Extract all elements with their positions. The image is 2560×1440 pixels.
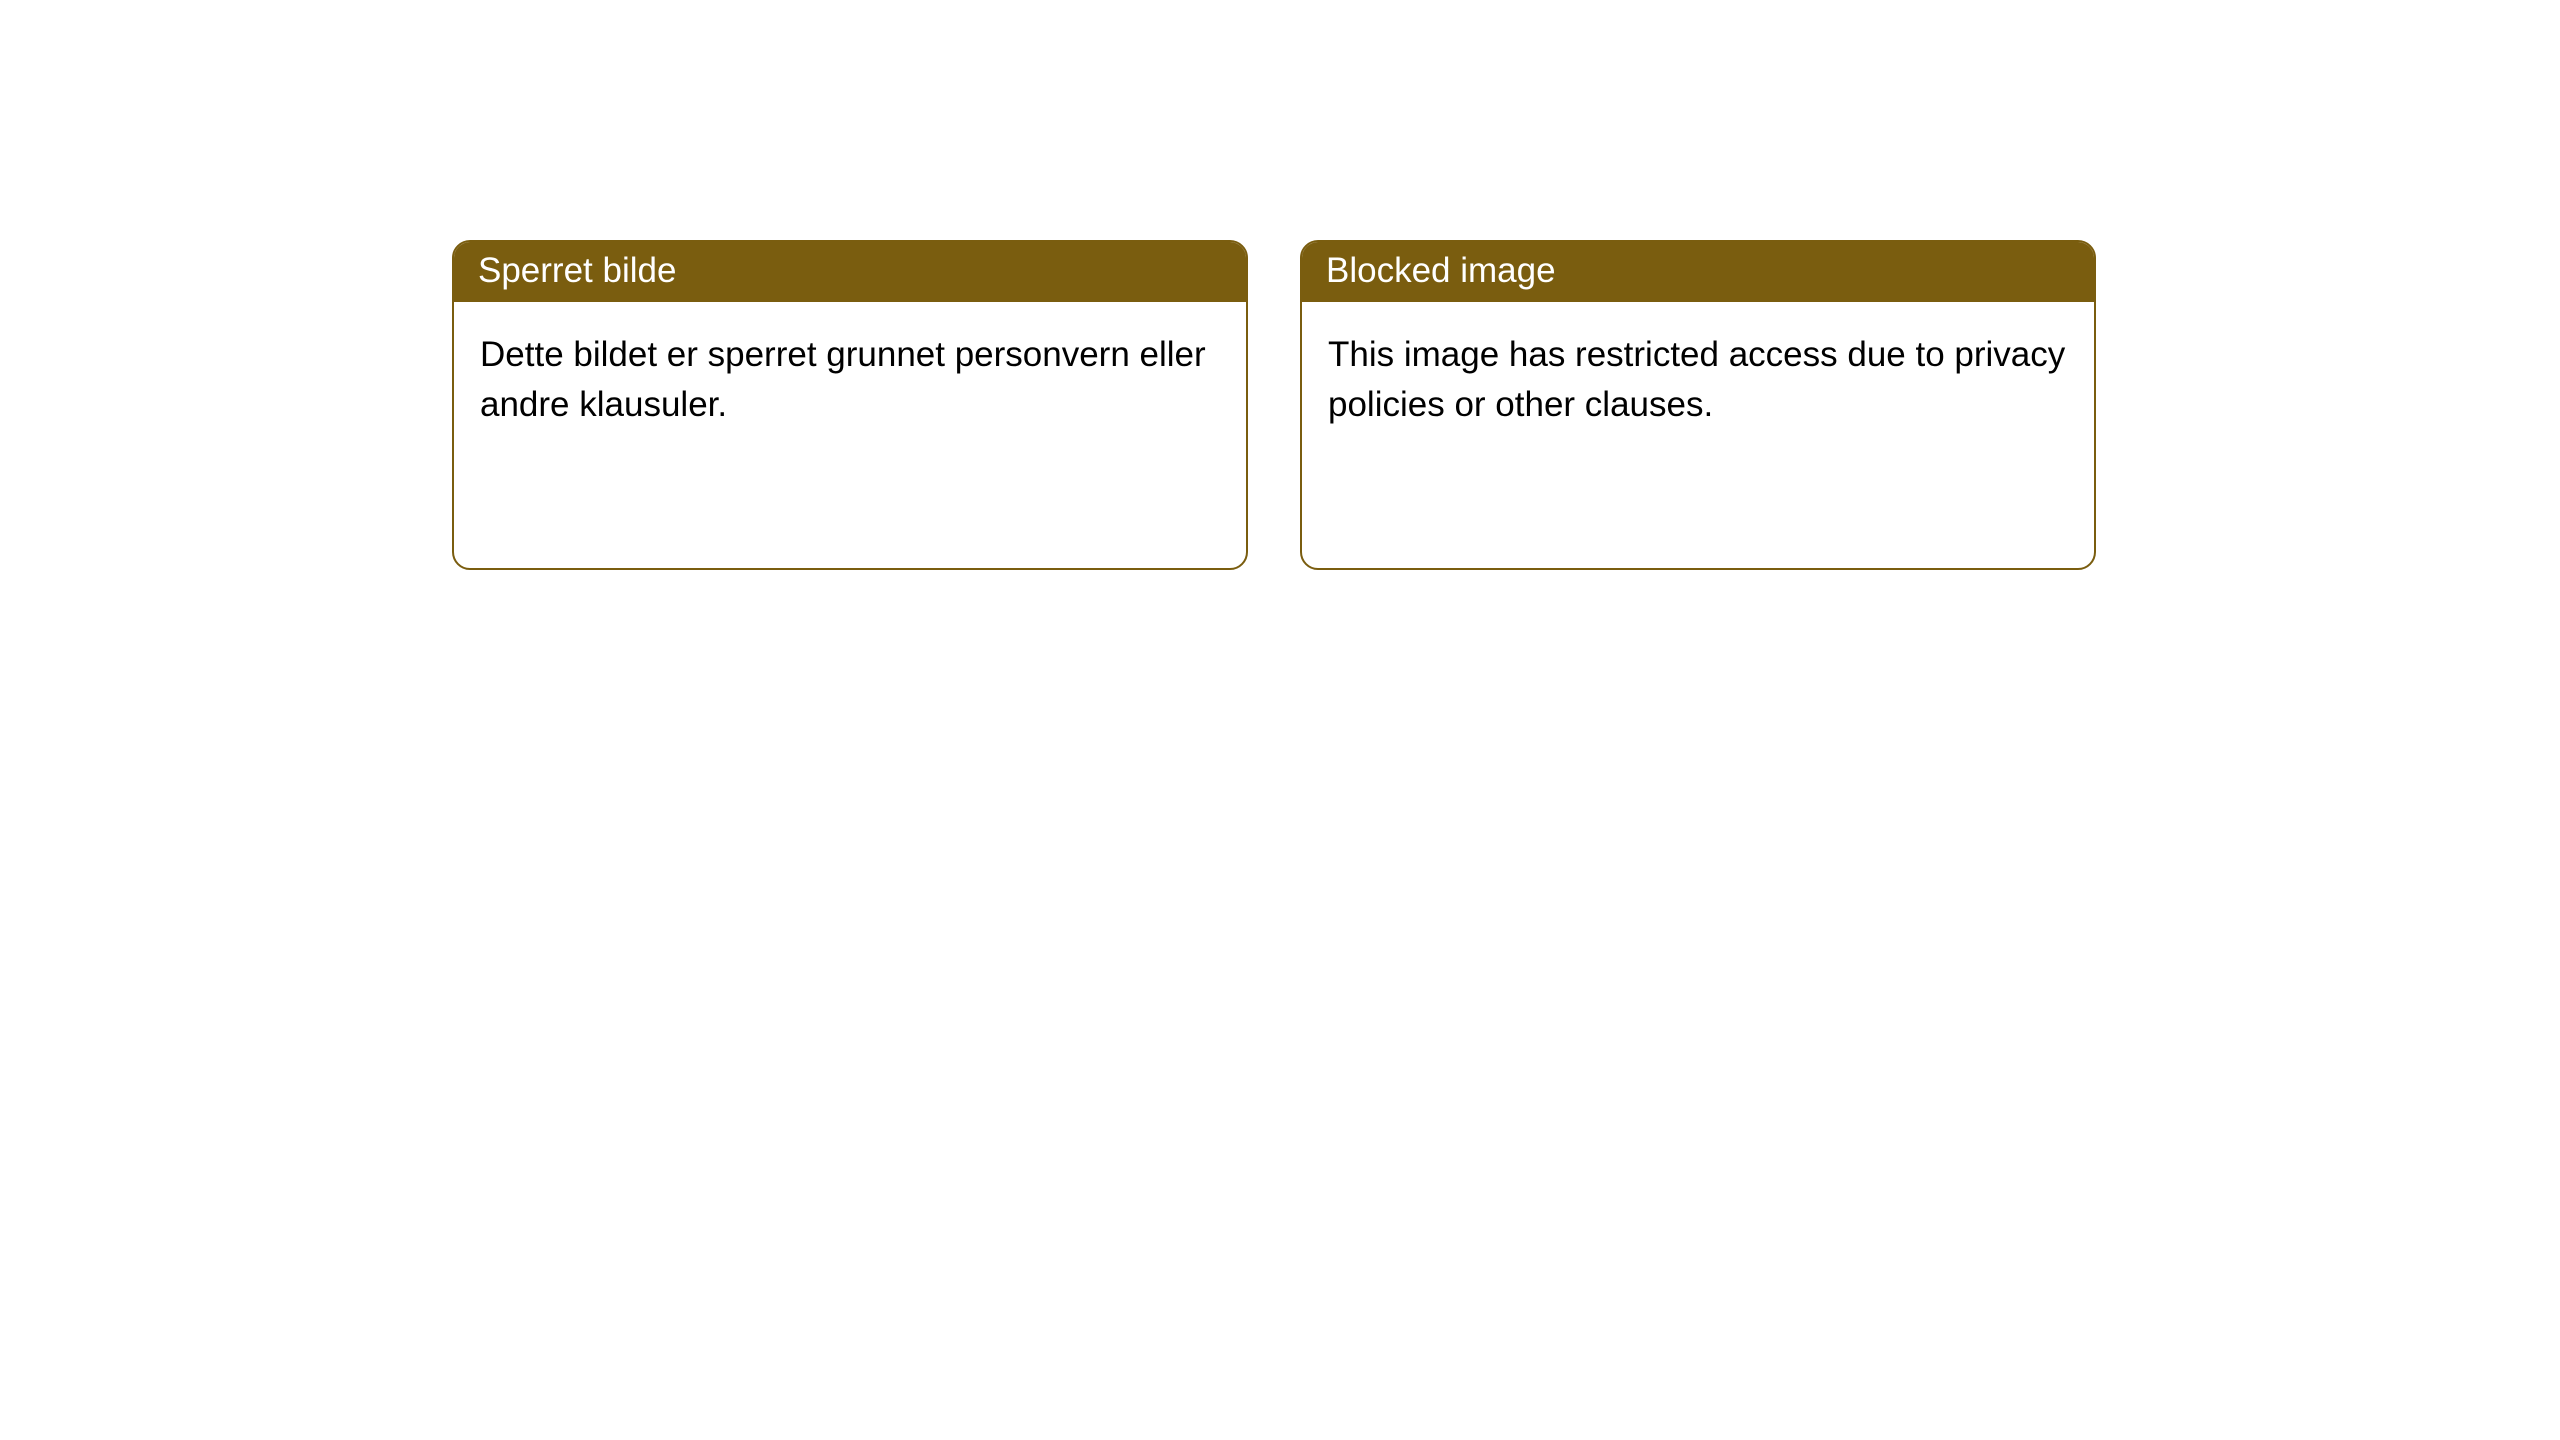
notice-container: Sperret bilde Dette bildet er sperret gr… xyxy=(0,0,2560,570)
notice-body-norwegian: Dette bildet er sperret grunnet personve… xyxy=(454,302,1246,456)
notice-body-english: This image has restricted access due to … xyxy=(1302,302,2094,456)
notice-title-norwegian: Sperret bilde xyxy=(454,242,1246,302)
notice-card-norwegian: Sperret bilde Dette bildet er sperret gr… xyxy=(452,240,1248,570)
notice-card-english: Blocked image This image has restricted … xyxy=(1300,240,2096,570)
notice-title-english: Blocked image xyxy=(1302,242,2094,302)
